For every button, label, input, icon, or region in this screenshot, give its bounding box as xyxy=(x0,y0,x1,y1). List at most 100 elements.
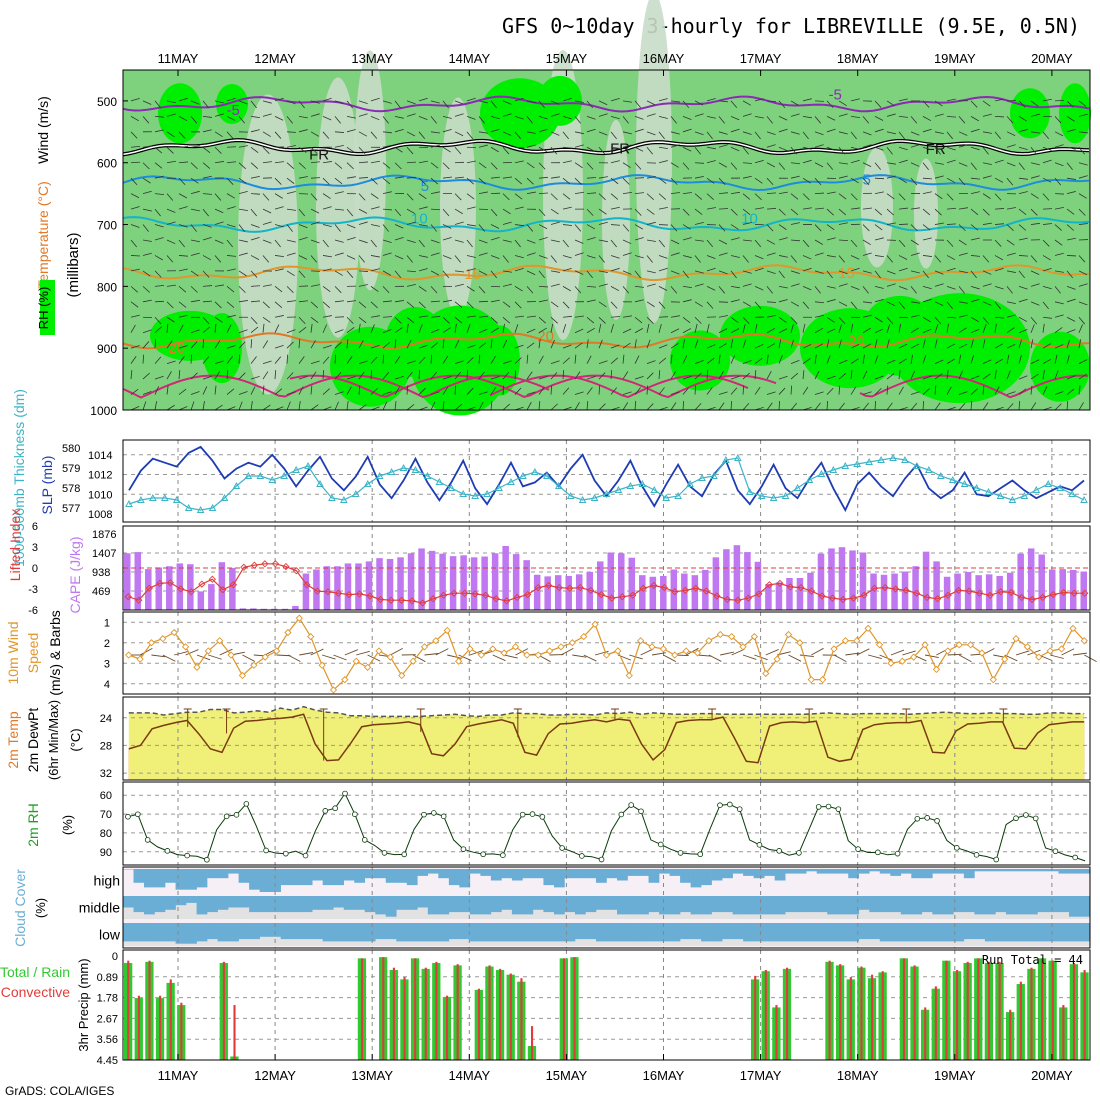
wind-barb xyxy=(334,329,344,334)
wind-barb xyxy=(826,299,836,303)
thickness-point xyxy=(399,463,408,471)
wind-barb xyxy=(394,162,402,170)
cloud-bar-high xyxy=(406,869,418,886)
wind-barb xyxy=(718,208,729,210)
wind-barb xyxy=(382,354,385,364)
wind-barb xyxy=(430,191,440,195)
wind-barb xyxy=(274,239,281,248)
wind-barb xyxy=(562,267,572,272)
wind-barb xyxy=(910,144,920,148)
wind-barb xyxy=(130,177,138,186)
li-point xyxy=(292,567,301,575)
wind-speed-point xyxy=(409,657,417,665)
cape-bar xyxy=(397,557,404,610)
wind-barb xyxy=(838,255,846,263)
wind-barb xyxy=(862,177,870,186)
isotherm-label: 5 xyxy=(421,178,429,195)
li-point xyxy=(334,589,343,597)
wind-barb xyxy=(838,100,847,107)
wind-barb xyxy=(574,252,584,256)
wind-barb xyxy=(334,100,344,105)
thickness-point xyxy=(435,477,444,485)
wind-barb xyxy=(274,193,283,199)
wind-barb xyxy=(238,224,245,232)
wind-barb xyxy=(190,177,199,184)
wind-barb xyxy=(142,372,150,380)
wind-barb xyxy=(466,286,475,292)
precip-convective-bar xyxy=(360,958,364,1060)
cloud-bar-middle xyxy=(1047,896,1059,913)
cloud-bar-middle xyxy=(953,896,965,913)
wind-barb xyxy=(910,286,917,294)
thickness-point xyxy=(674,491,682,499)
wind-barb xyxy=(382,239,392,243)
cloud-bar-high xyxy=(301,869,313,886)
wind-barb xyxy=(406,239,416,243)
wind-barb xyxy=(706,323,710,333)
cloud-bar-low xyxy=(1047,923,1059,942)
precip-convective-bar xyxy=(499,968,502,1060)
wind-barb xyxy=(344,649,358,656)
wind-barb xyxy=(838,385,841,395)
wind-barb xyxy=(310,371,317,380)
wind-barb xyxy=(562,115,572,120)
cape-bar xyxy=(628,557,636,610)
cloud-bar-low xyxy=(228,923,239,942)
wind-speed-point xyxy=(170,628,178,637)
wind-barb xyxy=(766,116,773,124)
wind-barb xyxy=(994,115,1005,118)
wind-barb xyxy=(730,224,739,230)
wind-barb xyxy=(1066,191,1076,195)
precip-convective-bar xyxy=(530,1026,534,1060)
wind-speed-point xyxy=(1012,635,1020,643)
wind-barb xyxy=(706,387,713,395)
cloud-bar-high xyxy=(217,869,229,879)
wind-barb xyxy=(178,116,188,121)
wind-barb xyxy=(886,402,893,411)
wind-barb xyxy=(850,301,858,309)
wind-barb xyxy=(202,208,209,217)
wind-speed-point xyxy=(636,637,645,645)
cloud-bar-middle xyxy=(984,896,996,915)
wind-barb xyxy=(1078,223,1088,225)
cloud-bar-middle xyxy=(806,896,818,913)
wind-barb xyxy=(663,654,676,662)
wind-barb xyxy=(826,387,834,395)
date-label-bottom: 20MAY xyxy=(1031,1068,1073,1083)
wind-barb xyxy=(934,255,942,263)
wind-barb xyxy=(310,385,313,395)
wind-barb xyxy=(982,208,990,216)
wind-barb xyxy=(538,176,548,179)
wind-barb xyxy=(862,343,872,349)
isotherm-label: 20 xyxy=(537,328,554,345)
cape-bar xyxy=(376,558,383,610)
rh-point xyxy=(855,846,861,852)
wind-barb xyxy=(1018,400,1021,411)
rh-point xyxy=(717,802,723,809)
wind-barb xyxy=(310,323,313,333)
wind-barb xyxy=(706,239,714,248)
wind-barb xyxy=(838,208,847,216)
wind-barb xyxy=(142,116,150,124)
wind-barb xyxy=(442,208,450,217)
wind-barb xyxy=(742,339,747,349)
wind-barb xyxy=(718,100,728,103)
wind-barb xyxy=(1078,283,1088,287)
thickness-point xyxy=(280,471,289,479)
wind-barb xyxy=(778,100,786,108)
wind-barb xyxy=(298,300,308,303)
wind-barb xyxy=(274,286,283,293)
wind-speed-point xyxy=(750,632,759,641)
wind-barb xyxy=(382,162,391,169)
wind-barb xyxy=(910,402,918,411)
wind-barb xyxy=(406,131,416,137)
cloud-bar-high xyxy=(228,869,239,874)
li-point xyxy=(818,592,826,600)
wind-barb xyxy=(622,100,632,103)
temp-axis-title-2: 2m DewPt xyxy=(25,708,41,773)
wind-barb xyxy=(310,208,320,214)
wind-barb xyxy=(586,299,596,303)
thickness-point xyxy=(936,471,945,479)
cape-bar xyxy=(187,564,194,610)
wind-barb xyxy=(694,255,701,263)
